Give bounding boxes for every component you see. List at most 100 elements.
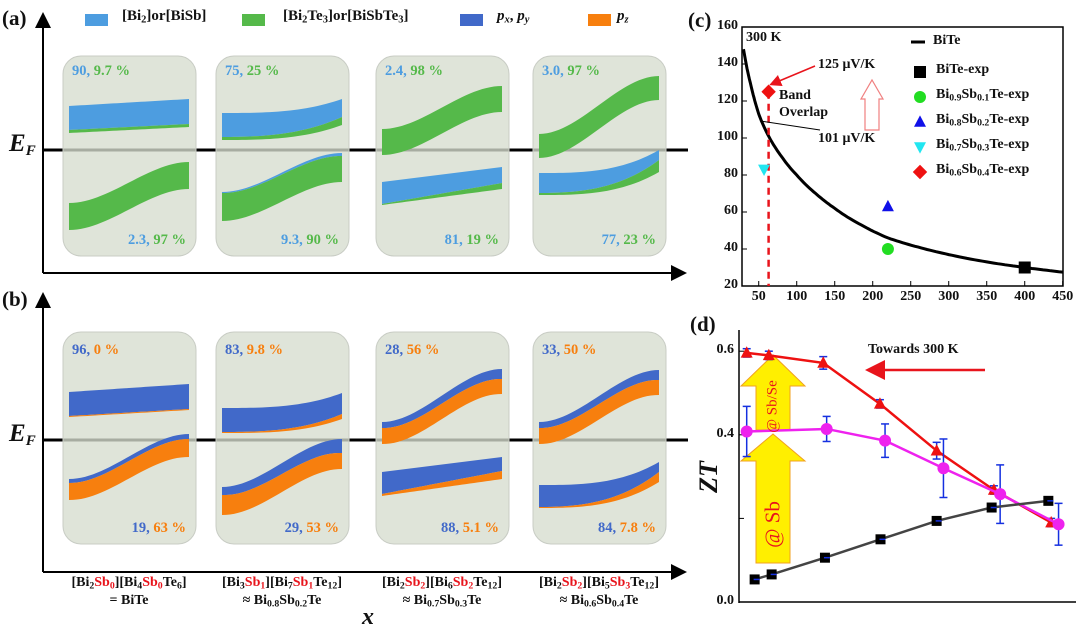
x-tick-label: 50: [751, 289, 766, 304]
text-segment: [Bi: [222, 575, 240, 590]
first-value: 81,: [444, 232, 467, 248]
text-segment: 0.4: [611, 598, 625, 610]
valence-band: [382, 457, 502, 494]
text-segment: Bi: [936, 112, 950, 127]
text-segment: [Bi: [122, 8, 142, 24]
valence-band: [382, 167, 502, 204]
x-axis-label-b: x: [362, 604, 374, 630]
data-point-triangle-up: [817, 356, 830, 368]
data-point-triangle-up: [762, 348, 775, 361]
x-tick-label: 150: [824, 289, 846, 304]
text-segment: [Bi: [539, 575, 557, 590]
legend-swatch: [85, 14, 108, 26]
percentage-value: 97 %: [567, 63, 600, 79]
composition-formula: [Bi2Sb2][Bi5Sb3Te12]: [504, 574, 694, 592]
text-segment: Sb: [244, 575, 261, 590]
text-segment: ][Bi: [425, 575, 448, 590]
valence-band: [539, 160, 659, 195]
data-point-triangle-up: [740, 346, 753, 358]
text-segment: 2: [556, 580, 562, 592]
leader-line-101: [759, 120, 821, 131]
conduction-band: [539, 370, 659, 428]
text-segment: 2: [468, 580, 474, 592]
band-box-a: [375, 55, 510, 257]
legend-marker: [914, 91, 926, 103]
text-segment: z: [624, 14, 629, 26]
text-segment: 7: [287, 580, 293, 592]
text-segment: 0.3: [454, 598, 468, 610]
text-segment: 2: [89, 580, 95, 592]
composition-formula: [Bi2Sb2][Bi6Sb2Te12]: [347, 574, 537, 592]
text-segment: Sb: [452, 575, 469, 590]
conduction-band: [69, 99, 189, 130]
data-point-circle: [740, 425, 753, 438]
conduction-band: [222, 99, 342, 137]
first-value: 84,: [598, 520, 620, 536]
box-top-value: 33, 50 %: [542, 342, 596, 359]
panel-a-label: (a): [2, 6, 27, 30]
x-tick-label: 100: [786, 289, 808, 304]
valence-band: [69, 434, 189, 483]
annotation-band-overlap-2: Overlap: [779, 105, 828, 120]
percentage-value: 50 %: [563, 342, 597, 358]
text-segment: Sb: [561, 575, 578, 590]
text-segment: 1: [308, 580, 314, 592]
text-segment: 2: [399, 580, 405, 592]
text-segment: Bi: [936, 137, 950, 152]
legend-marker: [914, 142, 926, 154]
data-point-diamond: [761, 84, 776, 99]
yellow-arrow-lower: [739, 433, 807, 564]
composition-approx: ≈ Bi0.7Sb0.3Te: [347, 592, 537, 610]
legend-marker: [914, 66, 926, 78]
first-value: 77,: [601, 232, 624, 248]
percentage-value: 0 %: [93, 342, 120, 358]
text-segment: 2: [420, 580, 426, 592]
text-segment: 0.9: [949, 92, 962, 104]
text-segment: ,: [509, 8, 518, 24]
valence-band: [222, 439, 342, 496]
text-segment: 1: [260, 580, 266, 592]
annotation-band-overlap-1: Band: [779, 88, 811, 103]
first-value: 88,: [441, 520, 463, 536]
box-top-value: 3.0, 97 %: [542, 63, 600, 80]
text-segment: 12: [487, 580, 498, 592]
y-tick-label: 160: [717, 18, 738, 33]
x-tick-label: 300: [938, 289, 960, 304]
first-value: 2.4,: [385, 63, 411, 79]
text-segment: ]: [654, 575, 659, 590]
text-segment: 0.6: [584, 598, 597, 610]
composition-formula: [Bi2Sb0][Bi4Sb0Te6]: [34, 574, 224, 592]
data-point-circle: [820, 422, 833, 435]
conduction-band: [69, 124, 189, 133]
box-top-value: 2.4, 98 %: [385, 63, 443, 80]
text-segment: Sb: [961, 112, 978, 127]
valence-band: [69, 439, 189, 500]
conduction-band: [69, 384, 189, 416]
valence-band: [539, 150, 659, 193]
text-segment: Te: [467, 593, 482, 608]
text-segment: 12: [644, 580, 655, 592]
composition-label: [Bi2Sb0][Bi4Sb0Te6] = BiTe: [34, 574, 224, 610]
text-segment: Sb: [961, 162, 978, 177]
text-segment: 5: [604, 580, 610, 592]
percentage-value: 98 %: [410, 63, 443, 79]
text-segment: 0.1: [977, 92, 990, 104]
text-segment: 3: [398, 14, 404, 26]
text-segment: 0.7: [427, 598, 440, 610]
text-segment: p: [617, 8, 625, 24]
y-tick-label: 120: [717, 92, 738, 107]
text-segment: 0.3: [977, 142, 990, 154]
text-segment: Sb: [292, 575, 309, 590]
text-segment: Te: [307, 8, 323, 24]
fermi-e: E: [9, 130, 26, 157]
first-value: 28,: [385, 342, 407, 358]
percentage-value: 25 %: [246, 63, 280, 79]
text-segment: ]or[BiSbTe: [327, 8, 399, 24]
first-value: 3.0,: [542, 63, 568, 79]
text-segment: 0.8: [267, 598, 280, 610]
x-tick-label: 350: [976, 289, 998, 304]
annotation-sb-se: @ Sb/Se: [764, 380, 781, 433]
text-segment: Sb: [596, 593, 612, 608]
hollow-up-arrow-icon: [859, 78, 885, 131]
